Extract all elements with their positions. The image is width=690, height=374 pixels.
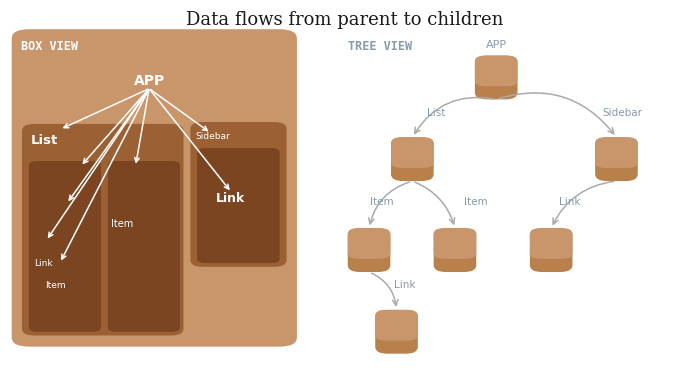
Text: TREE VIEW: TREE VIEW <box>348 40 413 53</box>
Text: Sidebar: Sidebar <box>602 108 642 118</box>
FancyBboxPatch shape <box>375 310 418 354</box>
FancyBboxPatch shape <box>433 228 476 272</box>
FancyBboxPatch shape <box>108 161 180 332</box>
Text: Sidebar: Sidebar <box>196 132 230 141</box>
FancyBboxPatch shape <box>348 228 391 272</box>
Text: Link: Link <box>215 191 245 205</box>
FancyBboxPatch shape <box>475 56 518 99</box>
FancyBboxPatch shape <box>22 124 184 335</box>
FancyBboxPatch shape <box>530 228 573 272</box>
FancyBboxPatch shape <box>595 137 638 181</box>
Text: Item: Item <box>464 197 488 207</box>
Text: Item: Item <box>45 281 66 290</box>
FancyBboxPatch shape <box>433 228 476 259</box>
Text: Item: Item <box>110 219 132 229</box>
Text: Item: Item <box>371 197 394 207</box>
Text: List: List <box>30 134 57 147</box>
FancyBboxPatch shape <box>348 228 391 259</box>
FancyBboxPatch shape <box>12 29 297 347</box>
Text: APP: APP <box>134 74 165 88</box>
FancyBboxPatch shape <box>530 228 573 259</box>
Text: APP: APP <box>486 40 506 50</box>
FancyBboxPatch shape <box>375 310 418 341</box>
Text: Link: Link <box>34 258 53 268</box>
Text: BOX VIEW: BOX VIEW <box>21 40 78 53</box>
Text: Link: Link <box>395 280 416 290</box>
Text: Link: Link <box>560 197 581 207</box>
Text: Data flows from parent to children: Data flows from parent to children <box>186 11 504 29</box>
Text: List: List <box>428 108 446 118</box>
FancyBboxPatch shape <box>391 137 433 168</box>
FancyBboxPatch shape <box>391 137 433 181</box>
FancyBboxPatch shape <box>595 137 638 168</box>
FancyBboxPatch shape <box>475 56 518 86</box>
FancyBboxPatch shape <box>29 161 101 332</box>
FancyBboxPatch shape <box>190 122 286 267</box>
FancyBboxPatch shape <box>197 148 279 263</box>
